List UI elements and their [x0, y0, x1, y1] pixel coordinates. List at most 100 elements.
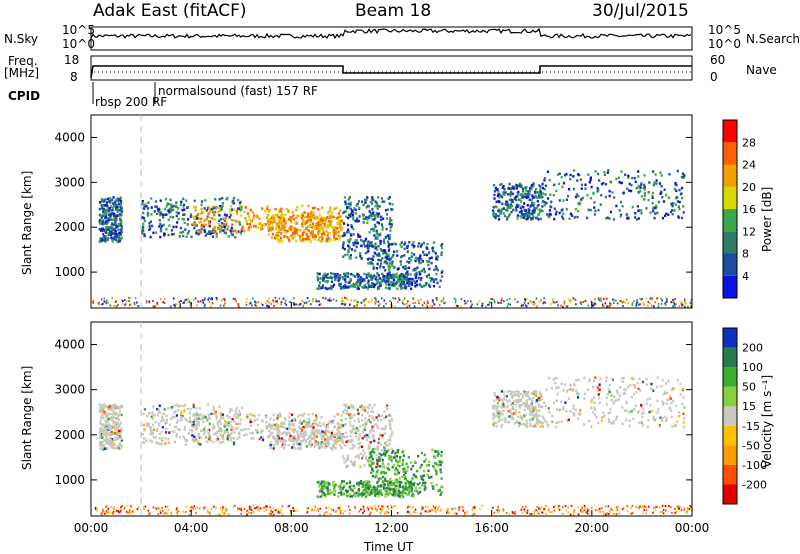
echo-cell	[339, 235, 342, 239]
echo-cell	[376, 424, 379, 427]
echo-cell	[179, 226, 182, 230]
echo-cell	[678, 188, 681, 192]
echo-cell	[551, 420, 554, 424]
echo-cell	[660, 174, 663, 177]
echo-cell	[574, 195, 578, 199]
echo-cell	[517, 184, 520, 187]
echo-cell	[359, 235, 362, 238]
echo-cell	[399, 263, 403, 266]
echo-cell	[347, 206, 350, 209]
echo-cell	[326, 486, 329, 489]
echo-cell	[168, 224, 171, 227]
ground-scatter-cell	[565, 305, 568, 307]
echo-cell	[375, 201, 378, 205]
echo-cell	[510, 204, 514, 208]
echo-cell	[151, 432, 155, 435]
echo-cell	[375, 275, 378, 279]
ground-scatter-cell	[602, 305, 604, 307]
echo-cell	[606, 171, 609, 174]
echo-cell	[508, 182, 511, 186]
echo-cell	[539, 188, 542, 191]
echo-cell	[220, 208, 223, 212]
echo-cell	[223, 423, 226, 426]
echo-cell	[400, 241, 403, 244]
echo-cell	[339, 426, 342, 430]
echo-cell	[283, 231, 286, 234]
ground-scatter-cell	[215, 298, 218, 301]
echo-cell	[154, 435, 157, 439]
echo-cell	[625, 418, 628, 422]
echo-cell	[105, 431, 108, 434]
echo-cell	[541, 186, 544, 190]
echo-cell	[300, 234, 303, 238]
echo-cell	[587, 419, 590, 423]
echo-cell	[269, 221, 272, 224]
echo-cell	[104, 426, 107, 430]
echo-cell	[103, 200, 106, 203]
echo-cell	[106, 197, 110, 201]
ground-scatter-cell	[405, 302, 408, 305]
echo-cell	[110, 233, 113, 236]
echo-cell	[312, 227, 315, 230]
echo-cell	[183, 437, 187, 440]
echo-cell	[149, 235, 152, 239]
echo-cell	[320, 416, 323, 419]
echo-cell	[100, 214, 103, 217]
echo-cell	[328, 483, 331, 487]
echo-cell	[103, 235, 106, 238]
echo-cell	[230, 230, 233, 234]
echo-cell	[390, 222, 393, 226]
echo-cell	[108, 207, 111, 210]
echo-cell	[392, 253, 395, 257]
echo-cell	[681, 196, 684, 200]
echo-cell	[374, 215, 377, 219]
echo-cell	[266, 207, 269, 211]
echo-cell	[613, 196, 616, 199]
ground-scatter-cell	[289, 301, 291, 304]
ground-scatter-cell	[136, 301, 138, 304]
echo-cell	[372, 255, 375, 258]
echo-cell	[382, 464, 385, 467]
echo-cell	[404, 481, 407, 485]
echo-cell	[580, 187, 583, 190]
echo-cell	[364, 406, 367, 409]
ground-scatter-cell	[246, 298, 249, 301]
echo-cell	[371, 196, 374, 199]
echo-cell	[119, 233, 122, 236]
echo-cell	[286, 427, 289, 431]
echo-cell	[320, 206, 324, 209]
echo-cell	[158, 424, 161, 427]
echo-cell	[105, 405, 108, 408]
echo-cell	[306, 228, 309, 232]
echo-cell	[640, 182, 643, 185]
echo-cell	[612, 402, 615, 405]
echo-cell	[356, 202, 359, 206]
echo-cell	[200, 429, 203, 433]
echo-cell	[173, 430, 176, 433]
echo-cell	[148, 228, 151, 231]
echo-cell	[380, 471, 383, 475]
echo-cell	[302, 238, 305, 241]
ground-scatter-cell	[179, 305, 181, 308]
echo-cell	[223, 219, 226, 222]
echo-cell	[396, 464, 399, 467]
ground-scatter-cell	[660, 297, 662, 300]
echo-cell	[180, 410, 183, 413]
echo-cell	[102, 210, 105, 214]
echo-cell	[630, 395, 633, 399]
echo-cell	[337, 426, 340, 429]
echo-cell	[287, 218, 291, 221]
echo-cell	[384, 477, 387, 481]
echo-cell	[107, 218, 110, 222]
echo-cell	[547, 407, 550, 410]
echo-cell	[354, 455, 357, 459]
echo-cell	[328, 287, 331, 290]
echo-cell	[562, 217, 565, 220]
ground-scatter-cell	[605, 297, 608, 300]
echo-cell	[312, 426, 315, 429]
echo-cell	[217, 424, 220, 427]
echo-cell	[389, 426, 392, 429]
echo-cell	[379, 233, 382, 237]
echo-cell	[576, 396, 580, 399]
echo-cell	[184, 403, 187, 407]
